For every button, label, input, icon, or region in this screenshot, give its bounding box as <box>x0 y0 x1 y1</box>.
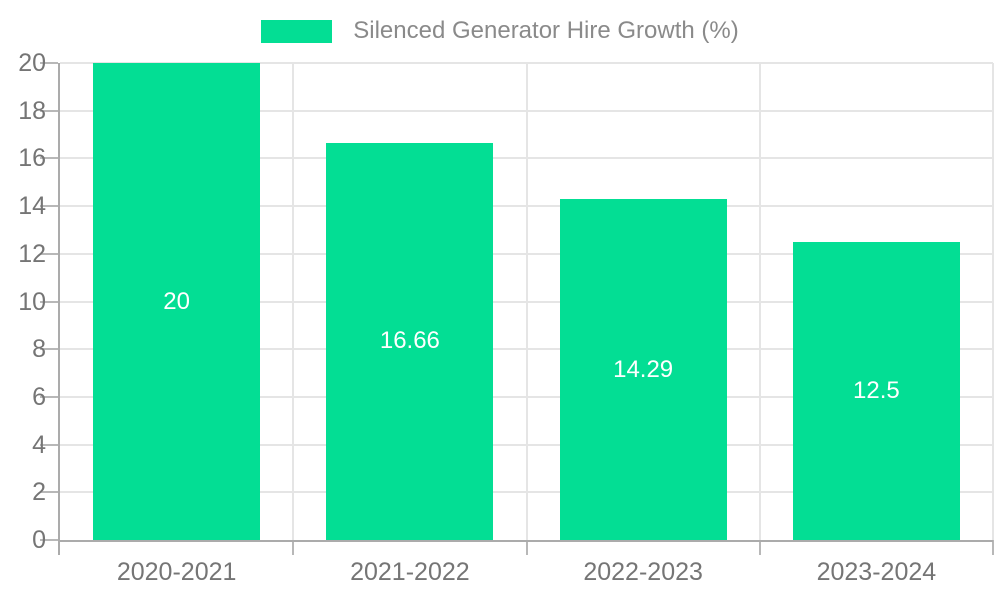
y-axis-tick-label: 20 <box>18 49 46 77</box>
x-axis-tick <box>992 540 994 555</box>
x-axis-tick <box>525 540 528 555</box>
gridline-vertical <box>292 63 295 540</box>
gridline-vertical <box>992 63 994 540</box>
x-axis-tick <box>292 540 295 555</box>
y-axis-tick-label: 8 <box>32 335 46 364</box>
y-axis-tick <box>40 62 58 64</box>
bar-value-label: 14.29 <box>613 355 674 383</box>
bar-value-label: 12.5 <box>853 376 900 404</box>
y-axis-tick <box>40 395 58 398</box>
y-axis-tick-label: 4 <box>32 430 46 459</box>
x-axis-category-label: 2023-2024 <box>816 558 937 586</box>
y-axis-tick <box>40 252 58 255</box>
y-axis-tick <box>40 539 58 541</box>
x-axis-category-label: 2022-2023 <box>583 558 703 586</box>
y-axis-tick <box>40 205 58 208</box>
bar-value-label: 20 <box>163 287 190 315</box>
bar[interactable] <box>326 142 494 540</box>
y-axis-tick <box>40 443 58 446</box>
bar[interactable] <box>93 63 261 540</box>
legend-swatch-icon <box>261 19 333 43</box>
y-axis-tick <box>40 157 58 160</box>
y-axis-tick-label: 18 <box>18 96 46 125</box>
y-axis-tick-label: 0 <box>32 526 46 554</box>
x-axis-category-label: 2020-2021 <box>116 558 237 586</box>
y-axis-tick-label: 10 <box>18 287 46 316</box>
legend[interactable]: Silenced Generator Hire Growth (%) <box>0 17 1000 45</box>
gridline-vertical <box>758 63 761 540</box>
x-axis-tick <box>758 540 761 555</box>
bar[interactable] <box>792 241 960 540</box>
y-axis-tick-label: 16 <box>18 144 46 173</box>
y-axis-tick <box>40 300 58 303</box>
y-axis-tick <box>40 348 58 351</box>
gridline-vertical <box>525 63 528 540</box>
bar-value-label: 16.66 <box>379 327 440 355</box>
y-axis-tick-label: 2 <box>32 478 46 507</box>
legend-label: Silenced Generator Hire Growth (%) <box>353 17 739 44</box>
x-axis-line <box>60 540 993 542</box>
x-axis-category-label: 2021-2022 <box>350 558 470 586</box>
y-axis-line <box>58 63 60 555</box>
bar[interactable] <box>559 199 727 540</box>
y-axis-tick-label: 14 <box>18 192 46 221</box>
y-axis-tick-label: 6 <box>32 382 46 411</box>
y-axis-tick-label: 12 <box>18 239 46 268</box>
y-axis-tick <box>40 491 58 494</box>
y-axis-tick <box>40 109 58 112</box>
